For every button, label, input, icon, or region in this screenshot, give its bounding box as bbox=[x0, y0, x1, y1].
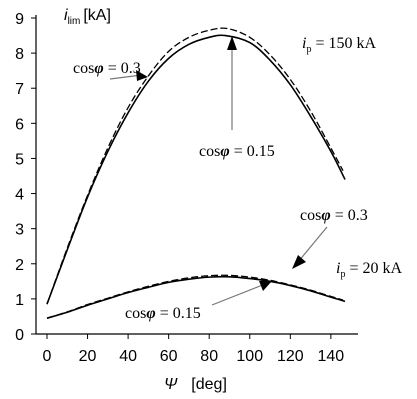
y-axis-unit: [kA] bbox=[83, 7, 111, 24]
y-axis-ticks: 0 1 2 3 4 5 6 7 8 9 bbox=[15, 11, 36, 344]
series-line-ip20-dashed bbox=[46, 274, 344, 319]
x-axis-unit: [deg] bbox=[191, 376, 227, 393]
y-tick-label: 9 bbox=[15, 11, 24, 28]
series-line-ip150-dashed bbox=[46, 27, 344, 305]
x-tick-label: 120 bbox=[277, 348, 304, 365]
series-line-ip150-solid bbox=[46, 34, 346, 305]
y-tick-label: 6 bbox=[15, 116, 24, 133]
x-axis-label: Ψ [deg] bbox=[164, 376, 227, 393]
annotation-cos015-top: cosφ = 0.15 bbox=[199, 143, 275, 160]
x-tick-label: 140 bbox=[318, 348, 345, 365]
arrowhead-cos015-bottom bbox=[259, 281, 272, 291]
annotation-arrows bbox=[109, 36, 328, 306]
series-line-ip20-solid bbox=[46, 275, 346, 319]
annotation-cos03-top: cosφ = 0.3 bbox=[73, 60, 141, 77]
annotation-ip20: ip = 20 kA bbox=[336, 260, 402, 280]
y-tick-label: 7 bbox=[15, 81, 24, 98]
arrowhead-cos03-top bbox=[136, 70, 148, 81]
arrowhead-cos015-top bbox=[227, 36, 237, 50]
x-tick-label: 0 bbox=[43, 348, 52, 365]
x-tick-label: 60 bbox=[160, 348, 178, 365]
y-axis-symbol: i bbox=[64, 7, 68, 24]
arrowhead-cos03-bottom bbox=[292, 255, 306, 269]
x-axis-symbol: Ψ bbox=[164, 376, 178, 393]
y-tick-label: 0 bbox=[15, 327, 24, 344]
y-axis-label: ilim [kA] bbox=[64, 7, 111, 27]
y-tick-label: 4 bbox=[15, 187, 24, 204]
annotation-ip150: ip = 150 kA bbox=[302, 35, 376, 55]
y-tick-label: 8 bbox=[15, 46, 24, 63]
x-axis-ticks: 0 20 40 60 80 100 120 140 bbox=[43, 334, 345, 365]
y-tick-label: 2 bbox=[15, 257, 24, 274]
arrow-cos015-bottom bbox=[211, 283, 266, 306]
y-tick-label: 5 bbox=[15, 151, 24, 168]
y-axis-subscript: lim bbox=[68, 16, 81, 27]
x-tick-label: 100 bbox=[236, 348, 263, 365]
annotation-cos015-bottom: cosφ = 0.15 bbox=[125, 305, 201, 322]
y-tick-label: 1 bbox=[15, 292, 24, 309]
x-tick-label: 40 bbox=[119, 348, 137, 365]
series-layer bbox=[46, 27, 346, 319]
x-tick-label: 20 bbox=[79, 348, 97, 365]
y-tick-label: 3 bbox=[15, 222, 24, 239]
arrow-cos03-bottom bbox=[297, 226, 328, 263]
annotation-cos03-bottom: cosφ = 0.3 bbox=[300, 207, 368, 224]
x-tick-label: 80 bbox=[200, 348, 218, 365]
